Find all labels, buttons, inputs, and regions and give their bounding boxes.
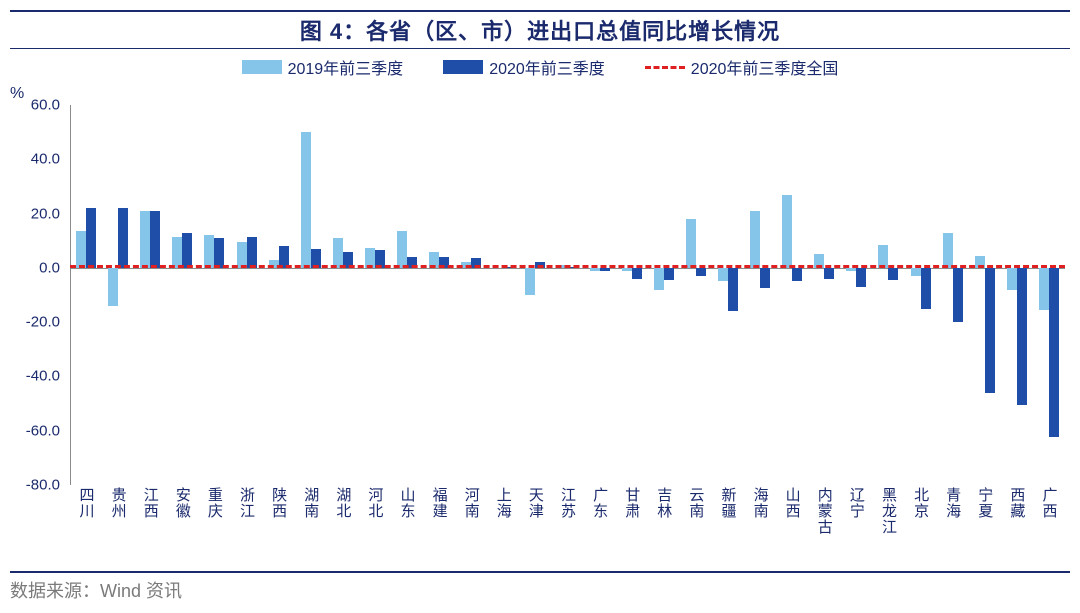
legend-swatch-refline xyxy=(645,66,685,69)
reference-line xyxy=(70,265,1065,268)
bar-series2 xyxy=(600,268,610,271)
legend-series2: 2020年前三季度 xyxy=(443,55,605,79)
x-tick-label: 重庆 xyxy=(204,487,225,519)
x-tick-label: 广东 xyxy=(589,487,610,519)
x-tick-label: 山西 xyxy=(782,487,803,519)
legend-swatch-series1 xyxy=(242,60,282,74)
y-tick-label: -40.0 xyxy=(20,368,60,385)
bar-series2 xyxy=(856,268,866,287)
x-tick-label: 海南 xyxy=(750,487,771,519)
x-tick-label: 西藏 xyxy=(1006,487,1027,519)
x-tick-label: 上海 xyxy=(493,487,514,519)
bar-series2 xyxy=(824,268,834,279)
bar-series2 xyxy=(86,208,96,268)
x-tick-label: 山东 xyxy=(397,487,418,519)
bar-series2 xyxy=(728,268,738,311)
title-row: 图 4：各省（区、市）进出口总值同比增长情况 xyxy=(10,10,1070,49)
x-tick-label: 福建 xyxy=(429,487,450,519)
bar-series1 xyxy=(1007,268,1017,290)
bar-series2 xyxy=(247,237,257,268)
chart-title: 图 4：各省（区、市）进出口总值同比增长情况 xyxy=(300,19,780,44)
x-tick-label: 黑龙江 xyxy=(878,487,899,535)
bar-series2 xyxy=(792,268,802,282)
bar-series1 xyxy=(718,268,728,282)
figure-container: 图 4：各省（区、市）进出口总值同比增长情况 2019年前三季度 2020年前三… xyxy=(10,10,1070,603)
x-tick-label: 吉林 xyxy=(653,487,674,519)
bar-series1 xyxy=(172,237,182,268)
bar-series1 xyxy=(525,268,535,295)
x-tick-label: 天津 xyxy=(525,487,546,519)
x-tick-label: 河北 xyxy=(364,487,385,519)
y-tick-label: 0.0 xyxy=(20,259,60,276)
bar-series1 xyxy=(204,235,214,268)
x-tick-label: 湖南 xyxy=(300,487,321,519)
x-tick-label: 河南 xyxy=(461,487,482,519)
bar-series1 xyxy=(686,219,696,268)
legend-label-series1: 2019年前三季度 xyxy=(288,55,404,79)
bar-series2 xyxy=(760,268,770,288)
x-tick-label: 广西 xyxy=(1038,487,1059,519)
x-tick-label: 甘肃 xyxy=(621,487,642,519)
bar-series1 xyxy=(301,132,311,268)
x-tick-label: 湖北 xyxy=(332,487,353,519)
bar-series1 xyxy=(654,268,664,290)
legend-refline: 2020年前三季度全国 xyxy=(645,55,839,79)
x-tick-label: 新疆 xyxy=(717,487,738,519)
bar-series1 xyxy=(140,211,150,268)
x-tick-label: 内蒙古 xyxy=(814,487,835,535)
x-tick-label: 浙江 xyxy=(236,487,257,519)
bar-series2 xyxy=(696,268,706,276)
legend-label-series2: 2020年前三季度 xyxy=(489,55,605,79)
bar-series1 xyxy=(846,268,856,271)
x-tick-label: 宁夏 xyxy=(974,487,995,519)
bar-series1 xyxy=(943,233,953,268)
y-tick-label: 40.0 xyxy=(20,151,60,168)
bar-series1 xyxy=(911,268,921,276)
bar-series1 xyxy=(622,268,632,271)
bar-series2 xyxy=(1049,268,1059,438)
y-tick-label: 20.0 xyxy=(20,205,60,222)
bar-series2 xyxy=(182,233,192,268)
bar-series2 xyxy=(985,268,995,393)
bar-series2 xyxy=(953,268,963,322)
x-tick-label: 江苏 xyxy=(557,487,578,519)
legend-label-refline: 2020年前三季度全国 xyxy=(691,55,839,79)
bar-series1 xyxy=(333,238,343,268)
y-tick-label: -20.0 xyxy=(20,314,60,331)
bar-series2 xyxy=(150,211,160,268)
bar-series1 xyxy=(590,268,600,271)
legend-series1: 2019年前三季度 xyxy=(242,55,404,79)
bar-series1 xyxy=(782,195,792,268)
bar-series2 xyxy=(214,238,224,268)
bar-series2 xyxy=(664,268,674,280)
bar-series2 xyxy=(888,268,898,280)
bar-series2 xyxy=(921,268,931,309)
x-tick-label: 北京 xyxy=(910,487,931,519)
x-axis-labels: 四川贵州江西安徽重庆浙江陕西湖南湖北河北山东福建河南上海天津江苏广东甘肃吉林云南… xyxy=(10,487,1070,567)
x-tick-label: 陕西 xyxy=(268,487,289,519)
plot-area: % 60.040.020.00.0-20.0-40.0-60.0-80.0 xyxy=(10,85,1070,485)
bar-series2 xyxy=(118,208,128,268)
x-tick-label: 四川 xyxy=(76,487,97,519)
bar-series1 xyxy=(750,211,760,268)
bar-series1 xyxy=(76,231,86,268)
legend: 2019年前三季度 2020年前三季度 2020年前三季度全国 xyxy=(10,49,1070,85)
y-tick-label: 60.0 xyxy=(20,97,60,114)
x-tick-label: 贵州 xyxy=(108,487,129,519)
y-tick-label: -60.0 xyxy=(20,422,60,439)
x-tick-label: 江西 xyxy=(140,487,161,519)
x-tick-label: 青海 xyxy=(942,487,963,519)
legend-swatch-series2 xyxy=(443,60,483,74)
x-tick-label: 辽宁 xyxy=(846,487,867,519)
bar-series1 xyxy=(1039,268,1049,310)
y-axis-line xyxy=(70,105,71,485)
x-tick-label: 安徽 xyxy=(172,487,193,519)
x-tick-label: 云南 xyxy=(685,487,706,519)
bar-series1 xyxy=(108,268,118,306)
bar-series2 xyxy=(1017,268,1027,405)
data-source: 数据来源：Wind 资讯 xyxy=(10,573,1070,603)
bar-series2 xyxy=(632,268,642,279)
bar-series1 xyxy=(397,231,407,268)
